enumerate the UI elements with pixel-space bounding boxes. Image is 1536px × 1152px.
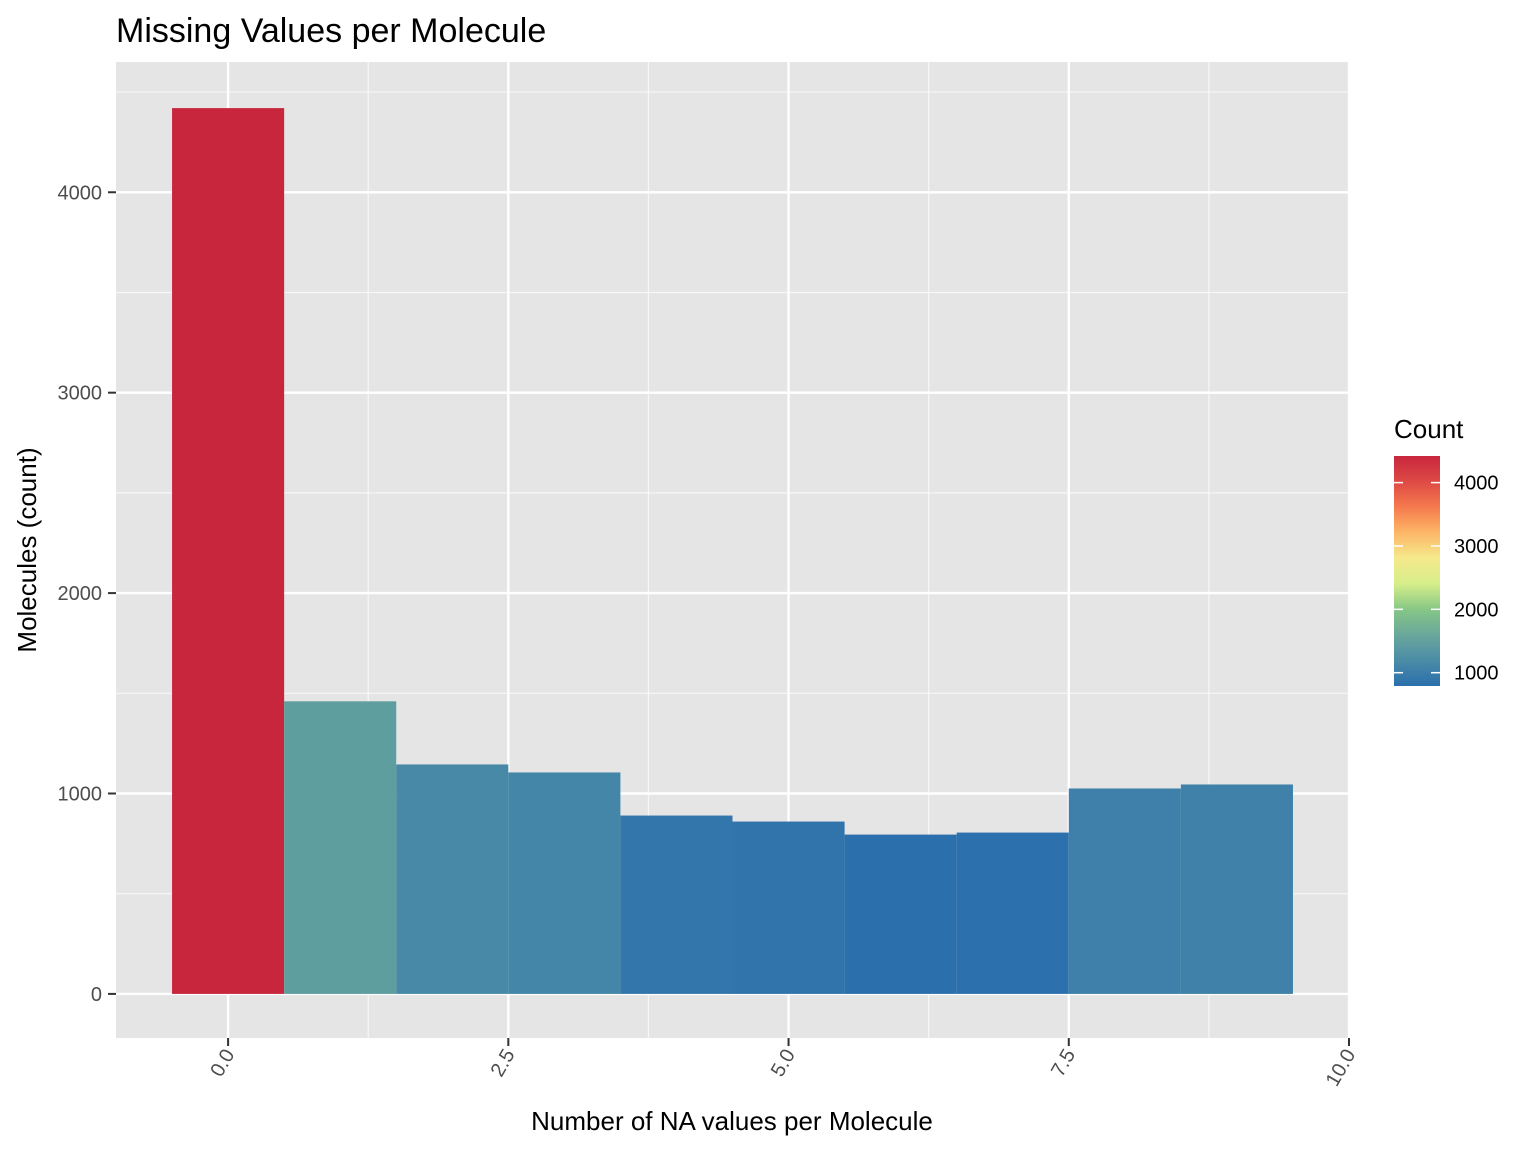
histogram-bar xyxy=(732,821,845,994)
y-tick-label: 1000 xyxy=(58,783,103,805)
histogram-bar xyxy=(844,834,957,994)
histogram-bar xyxy=(396,764,509,994)
color-legend: Count 1000 2000 3000 4000 xyxy=(1394,414,1499,686)
x-tick-label: 7.5 xyxy=(1047,1046,1080,1081)
legend-tick-label: 4000 xyxy=(1454,473,1499,495)
legend-colorbar xyxy=(1394,456,1440,686)
legend-tick-label: 2000 xyxy=(1454,599,1499,621)
y-tick-label: 2000 xyxy=(58,583,103,605)
bars xyxy=(172,108,1293,994)
histogram-bar xyxy=(172,108,285,994)
y-axis-title: Molecules (count) xyxy=(12,447,42,652)
x-tick-label: 2.5 xyxy=(487,1046,520,1081)
histogram-bar xyxy=(284,701,397,994)
histogram-bar xyxy=(620,815,733,994)
x-axis-title: Number of NA values per Molecule xyxy=(531,1106,933,1136)
legend-tick-label: 3000 xyxy=(1454,536,1499,558)
x-tick-label: 0.0 xyxy=(206,1046,239,1081)
y-tick-label: 4000 xyxy=(58,182,103,204)
y-tick-label: 0 xyxy=(91,984,102,1006)
chart-title: Missing Values per Molecule xyxy=(116,12,546,50)
y-tick-label: 3000 xyxy=(58,383,103,405)
x-tick-label: 5.0 xyxy=(767,1046,800,1081)
legend-title: Count xyxy=(1394,414,1464,444)
histogram-bar xyxy=(1180,784,1293,994)
legend-tick-label: 1000 xyxy=(1454,663,1499,685)
legend-ticks: 1000 2000 3000 4000 xyxy=(1394,473,1499,685)
x-tick-label: 10.0 xyxy=(1322,1046,1361,1091)
histogram-bar xyxy=(1068,788,1181,994)
histogram-bar xyxy=(956,832,1069,994)
histogram-bar xyxy=(508,772,621,994)
